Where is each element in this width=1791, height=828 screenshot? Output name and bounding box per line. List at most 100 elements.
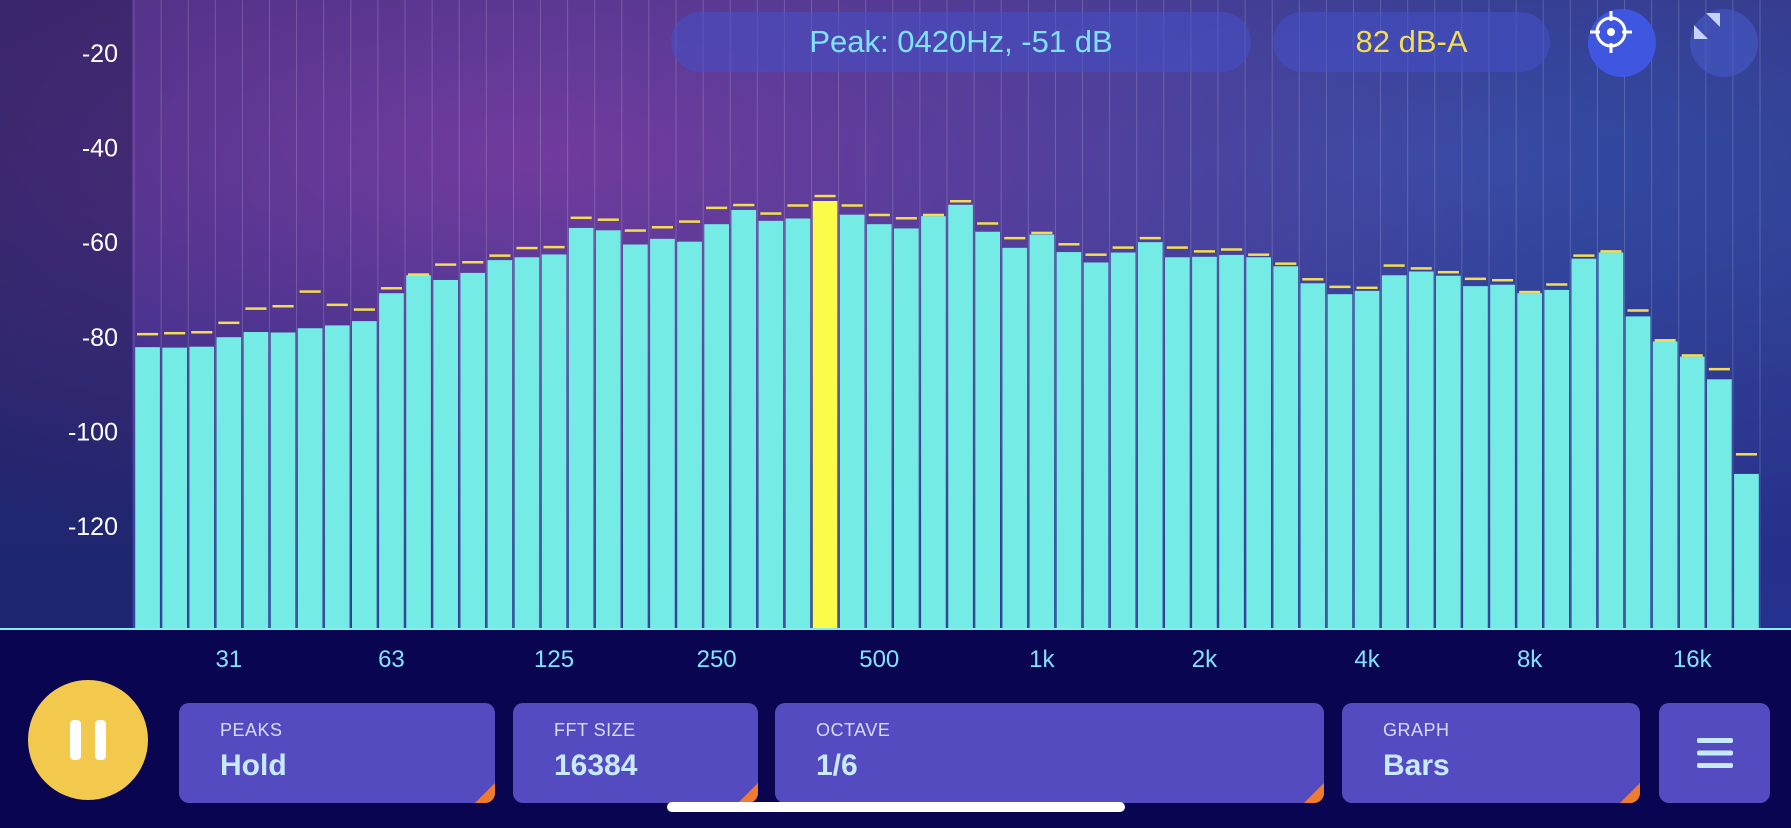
spectrum-bar bbox=[162, 347, 187, 630]
peak-marker bbox=[787, 204, 809, 207]
x-tick-label: 500 bbox=[859, 646, 900, 673]
x-tick-label: 1k bbox=[1029, 646, 1055, 673]
spectrum-bar bbox=[324, 325, 350, 630]
spectrum-bar bbox=[704, 224, 729, 630]
x-tick-label: 125 bbox=[534, 646, 575, 673]
spectrum-bar bbox=[1165, 257, 1190, 630]
peak-marker bbox=[1573, 254, 1595, 257]
peak-marker bbox=[651, 226, 673, 229]
spectrum-bar bbox=[189, 346, 215, 630]
spectrum-bar bbox=[1354, 290, 1380, 630]
spectrum-bar bbox=[785, 218, 811, 630]
spectrum-bar bbox=[677, 241, 702, 630]
spectrum-bar bbox=[135, 347, 160, 630]
peak-marker bbox=[1383, 264, 1405, 267]
peak-marker bbox=[353, 308, 375, 311]
x-tick-label: 4k bbox=[1354, 646, 1380, 673]
level-readout-text: 82 dB-A bbox=[1355, 24, 1468, 59]
spectrum-bar bbox=[1734, 473, 1759, 630]
spectrum-bar bbox=[623, 244, 648, 630]
control-bar: PEAKS Hold FFT SIZE 16384 OCTAVE 1/6 GRA… bbox=[0, 630, 1791, 828]
peak-marker bbox=[868, 213, 890, 217]
peak-marker bbox=[462, 261, 484, 264]
spectrum-bar bbox=[1707, 379, 1732, 630]
peak-marker bbox=[435, 263, 457, 266]
peak-marker bbox=[814, 194, 836, 198]
peak-marker bbox=[489, 254, 511, 257]
spectrum-bar bbox=[1273, 266, 1299, 630]
peak-marker bbox=[1410, 267, 1432, 270]
y-tick-label: -40 bbox=[82, 135, 118, 163]
peak-marker bbox=[706, 206, 728, 210]
spectrum-bar bbox=[1463, 286, 1488, 630]
octave-value: 1/6 bbox=[816, 749, 858, 782]
peak-marker bbox=[841, 204, 863, 207]
spectrum-bar bbox=[1300, 283, 1326, 630]
menu-button[interactable] bbox=[1659, 703, 1770, 803]
spectrum-bar bbox=[1137, 242, 1163, 630]
pause-button[interactable] bbox=[28, 680, 148, 800]
spectrum-bar bbox=[243, 332, 269, 630]
peak-marker bbox=[1437, 270, 1459, 274]
peak-marker bbox=[1058, 243, 1080, 246]
spectrum-bar bbox=[1219, 254, 1244, 630]
peak-marker bbox=[1166, 246, 1188, 249]
peak-marker bbox=[1004, 236, 1026, 240]
spectrum-bar bbox=[1598, 252, 1624, 630]
spectrum-bar bbox=[1192, 256, 1217, 630]
fft-size-selector[interactable]: FFT SIZE 16384 bbox=[513, 703, 758, 803]
peak-marker bbox=[1546, 283, 1568, 286]
hamburger-menu-icon bbox=[1696, 738, 1733, 768]
spectrum-bar bbox=[1246, 257, 1271, 630]
peak-marker bbox=[1654, 339, 1676, 342]
spectrum-bar bbox=[1544, 289, 1570, 630]
expand-button[interactable] bbox=[1690, 9, 1758, 77]
peak-marker bbox=[1193, 250, 1215, 253]
dropdown-corner-icon bbox=[475, 783, 495, 803]
octave-selector[interactable]: OCTAVE 1/6 bbox=[775, 703, 1324, 803]
spectrum-bar bbox=[568, 227, 594, 630]
peak-marker bbox=[1248, 253, 1270, 256]
spectrum-bar bbox=[514, 257, 540, 630]
peak-marker bbox=[1031, 231, 1053, 235]
x-tick-label: 63 bbox=[378, 646, 405, 673]
y-axis-panel bbox=[0, 0, 132, 630]
peak-marker bbox=[245, 307, 267, 310]
peak-marker bbox=[1681, 354, 1703, 357]
peak-marker bbox=[299, 290, 321, 293]
spectrum-bar bbox=[1571, 258, 1597, 630]
peak-marker bbox=[408, 273, 430, 276]
spectrum-bar bbox=[297, 328, 323, 630]
spectrum-bar bbox=[1652, 341, 1678, 630]
peak-marker bbox=[1302, 278, 1324, 281]
spectrum-bar bbox=[894, 228, 919, 630]
peak-marker bbox=[1492, 278, 1514, 282]
level-readout: 82 dB-A bbox=[1273, 12, 1550, 72]
spectrum-bar bbox=[406, 275, 431, 630]
peak-marker bbox=[570, 216, 592, 220]
peak-marker bbox=[922, 213, 944, 217]
spectrum-bar bbox=[379, 293, 404, 630]
peak-marker bbox=[1329, 285, 1351, 289]
peaks-selector[interactable]: PEAKS Hold bbox=[179, 703, 495, 803]
graph-selector[interactable]: GRAPH Bars bbox=[1342, 703, 1640, 803]
peak-marker bbox=[733, 203, 755, 207]
spectrum-bar bbox=[487, 260, 513, 630]
peak-marker bbox=[1085, 253, 1107, 256]
peak-marker bbox=[1139, 236, 1161, 240]
x-tick-label: 2k bbox=[1191, 646, 1218, 673]
peak-marker bbox=[1112, 246, 1134, 249]
spectrum-bar bbox=[1056, 252, 1082, 630]
y-tick-label: -100 bbox=[68, 418, 118, 446]
spectrum-plot[interactable]: -20 -40 -60 -80 -100 -120 Peak: 0420Hz, -51 d… bbox=[0, 0, 1791, 630]
x-tick-label: 16k bbox=[1672, 646, 1712, 673]
spectrum-bar bbox=[541, 254, 567, 630]
expand-arrows-icon bbox=[1694, 13, 1720, 39]
spectrum-bar bbox=[1517, 293, 1542, 630]
y-tick-label: -20 bbox=[82, 40, 118, 68]
peak-marker bbox=[1519, 290, 1541, 294]
peak-marker bbox=[1464, 277, 1486, 281]
spectrum-chart: -20 -40 -60 -80 -100 -120 bbox=[0, 0, 1791, 630]
target-button[interactable] bbox=[1588, 9, 1656, 77]
peak-marker bbox=[1600, 250, 1622, 253]
